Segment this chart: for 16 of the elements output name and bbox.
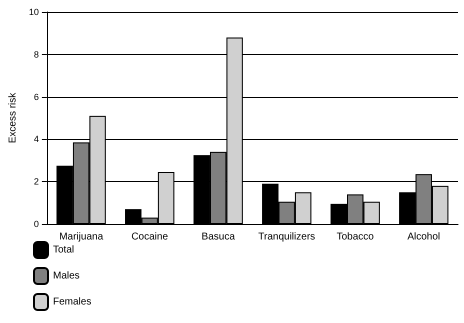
y-axis-title: Excess risk	[8, 92, 18, 144]
y-tick-label: 4	[34, 134, 39, 144]
y-tick-label: 8	[34, 49, 39, 60]
x-tick-label: Tobacco	[336, 232, 374, 242]
y-tick-label: 0	[34, 219, 39, 229]
y-tick-label: 2	[34, 176, 39, 187]
x-tick-label: Cocaine	[131, 232, 168, 242]
x-tick-label: Basuca	[202, 232, 236, 242]
legend-label: Males	[53, 270, 80, 282]
y-tick-label: 10	[28, 7, 39, 17]
legend-label: Females	[53, 296, 92, 308]
legend-label: Total	[53, 244, 74, 256]
y-tick-label: 6	[34, 92, 39, 102]
x-tick-label: Alcohol	[407, 232, 440, 242]
x-tick-label: Tranquilizers	[258, 232, 316, 242]
x-tick-label: Marijuana	[59, 232, 104, 242]
